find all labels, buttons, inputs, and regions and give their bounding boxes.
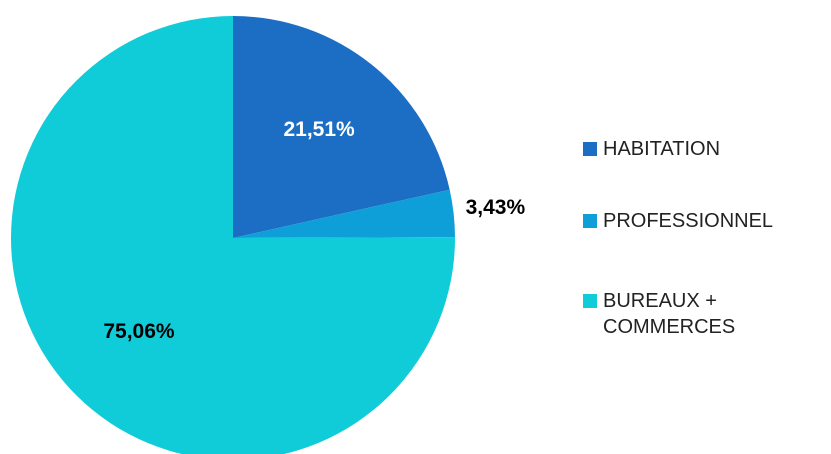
data-label: 3,43% [466, 196, 526, 219]
legend-swatch [583, 142, 597, 156]
legend-item: BUREAUX + COMMERCES [583, 288, 823, 340]
legend-label: HABITATION [603, 138, 721, 160]
legend-label: PROFESSIONNEL [603, 210, 774, 232]
legend-item: HABITATION [583, 136, 823, 162]
legend-swatch [583, 294, 597, 308]
legend-label: BUREAUX + COMMERCES [603, 290, 736, 338]
legend-item: PROFESSIONNEL [583, 208, 823, 234]
data-label: 75,06% [103, 320, 175, 343]
pie-slice [233, 16, 450, 238]
legend-swatch [583, 214, 597, 228]
pie-slice [233, 189, 455, 238]
data-label: 21,51% [283, 118, 355, 141]
pie-slice [11, 16, 455, 454]
